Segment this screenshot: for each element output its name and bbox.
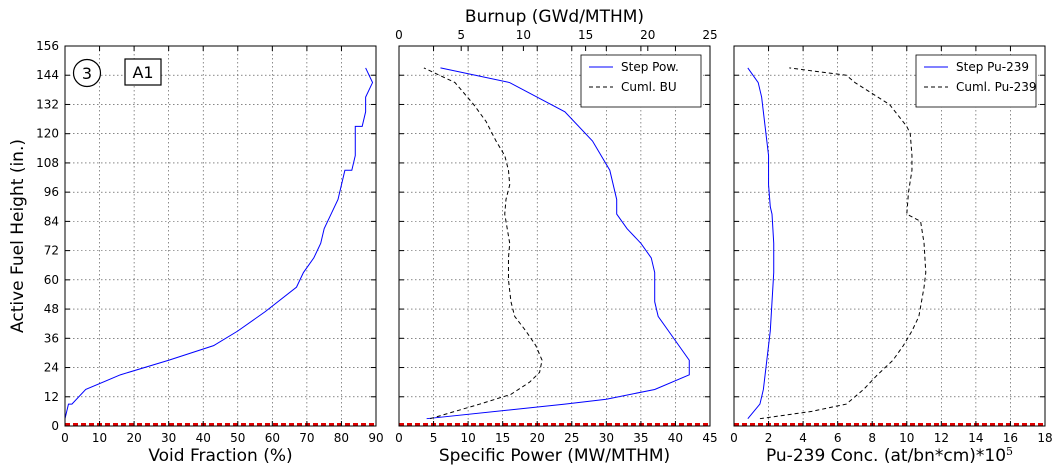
x-tick-label: 5 bbox=[430, 431, 438, 445]
y-tick-label: 96 bbox=[44, 185, 59, 199]
x2-tick-label: 15 bbox=[578, 28, 593, 42]
legend-label: Step Pu-239 bbox=[956, 60, 1029, 74]
x2-tick-label: 25 bbox=[702, 28, 717, 42]
legend-box bbox=[915, 54, 1037, 108]
x-tick-label: 18 bbox=[1037, 431, 1052, 445]
x-axis-label-exponent: 5 bbox=[1006, 445, 1013, 458]
chart-panel-1: 0 10 20 30 40 50 60 70 80 90 0 12 24 36 48 60 72 84 96 108 1… bbox=[36, 39, 384, 466]
annotation-circle bbox=[72, 58, 102, 88]
legend-label: Step Pow. bbox=[621, 60, 679, 74]
legend-label: Cuml. BU bbox=[621, 80, 677, 94]
series-line-2 bbox=[759, 67, 927, 420]
legend-box bbox=[580, 54, 702, 108]
series-line-1 bbox=[747, 67, 775, 420]
x-tick-label: 40 bbox=[668, 431, 683, 445]
y-tick-label: 72 bbox=[44, 244, 59, 258]
x-tick-label: 30 bbox=[161, 431, 176, 445]
x-tick-label: 40 bbox=[196, 431, 211, 445]
series-line-1 bbox=[426, 67, 690, 420]
y-tick-label: 24 bbox=[44, 361, 59, 375]
plot-area bbox=[399, 46, 710, 426]
y-tick-label: 120 bbox=[36, 127, 59, 141]
x2-tick-label: 0 bbox=[395, 28, 403, 42]
annotation-box bbox=[124, 58, 162, 86]
y-tick-label: 12 bbox=[44, 390, 59, 404]
x-tick-label: 0 bbox=[395, 431, 403, 445]
x-tick-label: 6 bbox=[834, 431, 842, 445]
plot-frame bbox=[64, 45, 377, 427]
plot-area bbox=[65, 46, 376, 426]
x-tick-label: 35 bbox=[633, 431, 648, 445]
y-tick-label: 156 bbox=[36, 39, 59, 53]
annotation-number: 3 bbox=[82, 64, 92, 83]
y-tick-label: 132 bbox=[36, 97, 59, 111]
y-tick-label: 0 bbox=[51, 419, 59, 433]
x-axis-label: Void Fraction (%) bbox=[148, 446, 292, 466]
x-tick-label: 80 bbox=[334, 431, 349, 445]
y-tick-label: 144 bbox=[36, 68, 59, 82]
x2-tick-label: 10 bbox=[516, 28, 531, 42]
x-tick-label: 8 bbox=[868, 431, 876, 445]
x-tick-label: 90 bbox=[368, 431, 383, 445]
x-tick-label: 14 bbox=[968, 431, 983, 445]
x-tick-label: 15 bbox=[495, 431, 510, 445]
x-tick-label: 20 bbox=[126, 431, 141, 445]
x-tick-label: 10 bbox=[92, 431, 107, 445]
x-tick-label: 10 bbox=[460, 431, 475, 445]
y-tick-label: 60 bbox=[44, 273, 59, 287]
x-tick-label: 70 bbox=[299, 431, 314, 445]
x-tick-label: 0 bbox=[730, 431, 738, 445]
x2-tick-label: 20 bbox=[640, 28, 655, 42]
y-tick-label: 48 bbox=[44, 302, 59, 316]
legend-label: Cuml. Pu-239 bbox=[956, 80, 1037, 94]
chart-panel-3: 0 2 4 6 8 10 12 14 16 18 Pu-239 Conc. (at/bn*cm)*1… bbox=[730, 45, 1053, 466]
y-axis-label: Active Fuel Height (in.) bbox=[8, 139, 28, 333]
y-tick-label: 84 bbox=[44, 214, 59, 228]
x-tick-label: 12 bbox=[934, 431, 949, 445]
x-tick-label: 10 bbox=[899, 431, 914, 445]
x2-axis-label: Burnup (GWd/MTHM) bbox=[465, 7, 644, 27]
x-tick-label: 20 bbox=[530, 431, 545, 445]
x-tick-label: 60 bbox=[265, 431, 280, 445]
x2-tick-label: 5 bbox=[457, 28, 465, 42]
x-axis-label: Specific Power (MW/MTHM) bbox=[439, 446, 670, 466]
plot-frame bbox=[398, 45, 711, 427]
x-tick-label: 0 bbox=[61, 431, 69, 445]
x-tick-label: 30 bbox=[599, 431, 614, 445]
x-tick-label: 50 bbox=[230, 431, 245, 445]
x-tick-label: 25 bbox=[564, 431, 579, 445]
x-tick-label: 45 bbox=[702, 431, 717, 445]
x-tick-label: 16 bbox=[1003, 431, 1018, 445]
x-tick-label: 2 bbox=[765, 431, 773, 445]
x-axis-label: Pu-239 Conc. (at/bn*cm)*105 bbox=[766, 445, 1013, 466]
plot-frame bbox=[733, 45, 1046, 427]
x-tick-label: 4 bbox=[799, 431, 807, 445]
annotation-label: A1 bbox=[132, 63, 153, 82]
y-tick-label: 36 bbox=[44, 331, 59, 345]
y-tick-label: 108 bbox=[36, 156, 59, 170]
plot-area bbox=[734, 46, 1045, 426]
series-line-1 bbox=[64, 67, 374, 419]
